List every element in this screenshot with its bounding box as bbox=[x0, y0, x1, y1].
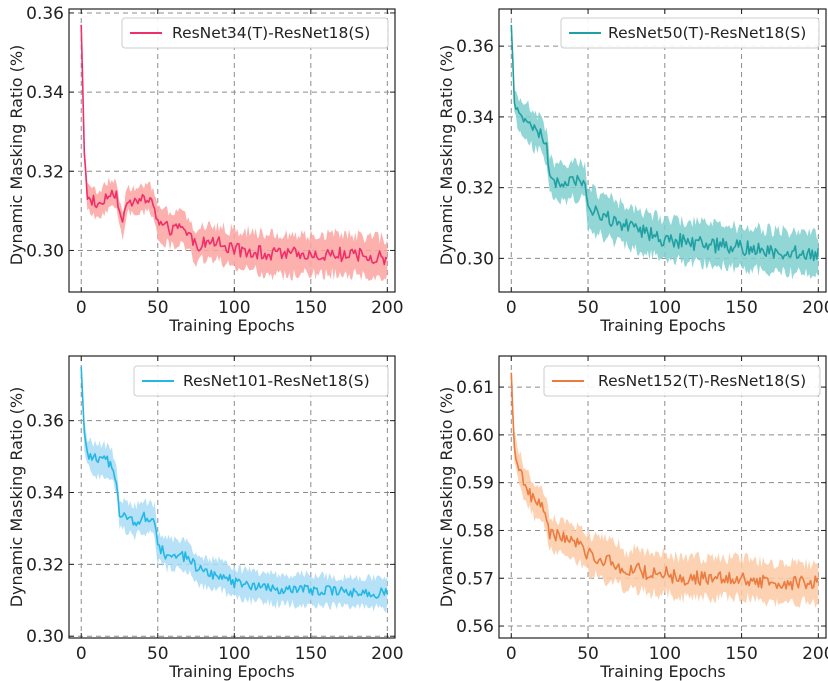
x-axis-label: Training Epochs bbox=[599, 662, 726, 681]
y-tick-label: 0.56 bbox=[456, 617, 494, 637]
x-tick-label: 50 bbox=[577, 298, 599, 318]
x-tick-label: 50 bbox=[147, 644, 169, 664]
series-line bbox=[80, 24, 388, 266]
x-tick-label: 0 bbox=[506, 298, 517, 318]
legend-box bbox=[121, 17, 389, 49]
x-tick-label: 150 bbox=[725, 298, 757, 318]
y-axis-label: Dynamic Masking Ratio (%) bbox=[7, 387, 26, 608]
y-axis-label: Dynamic Masking Ratio (%) bbox=[437, 387, 456, 608]
y-tick-label: 0.34 bbox=[456, 108, 494, 128]
y-axis-label: Dynamic Masking Ratio (%) bbox=[437, 45, 456, 266]
series-line bbox=[510, 24, 820, 262]
legend-label: ResNet101-ResNet18(S) bbox=[183, 372, 370, 390]
plot-area: 0 50 100 150 200 0.30 0.32 0.34 0.36 bbox=[26, 4, 403, 318]
subplot-top-right: 0 50 100 150 200 0.30 0.32 0.34 0.36 Dynamic Mas… bbox=[437, 8, 828, 335]
series-line bbox=[80, 366, 389, 599]
y-tick-label: 0.61 bbox=[456, 378, 494, 398]
y-tick-label: 0.30 bbox=[26, 241, 64, 261]
x-tick-label: 0 bbox=[506, 644, 517, 664]
y-tick-label: 0.34 bbox=[26, 484, 64, 504]
y-tick-label: 0.57 bbox=[456, 569, 494, 589]
plot-area: 0 50 100 150 200 0.30 0.32 0.34 0.36 bbox=[456, 8, 828, 318]
x-tick-label: 100 bbox=[218, 644, 250, 664]
x-axis-label: Training Epochs bbox=[168, 316, 295, 335]
series-range-band bbox=[81, 24, 388, 282]
series-range-band bbox=[511, 24, 819, 280]
legend-label: ResNet152(T)-ResNet18(S) bbox=[598, 372, 806, 390]
x-tick-label: 200 bbox=[371, 298, 403, 318]
subplot-top-left: 0 50 100 150 200 0.30 0.32 0.34 0.36 Dynamic Mas… bbox=[7, 4, 404, 335]
y-tick-label: 0.36 bbox=[26, 4, 64, 24]
subplot-bottom-left: 0 50 100 150 200 0.30 0.32 0.34 0.36 Dynamic Mas… bbox=[7, 355, 404, 681]
legend bbox=[121, 17, 389, 49]
x-tick-label: 150 bbox=[295, 644, 327, 664]
y-tick-label: 0.36 bbox=[456, 37, 494, 57]
subplot-bottom-right: 0 50 100 150 200 0.56 0.57 0.58 0.59 0.60 0.61 Dyn… bbox=[437, 355, 828, 681]
axes-frame bbox=[498, 355, 827, 639]
y-tick-label: 0.30 bbox=[26, 627, 64, 647]
y-axis-label: Dynamic Masking Ratio (%) bbox=[7, 45, 26, 266]
axes-frame bbox=[68, 355, 396, 639]
axes-frame bbox=[68, 8, 396, 293]
plot-area: 0 50 100 150 200 0.30 0.32 0.34 0.36 bbox=[26, 355, 404, 664]
x-axis-label: Training Epochs bbox=[599, 316, 726, 335]
series-range-band bbox=[511, 372, 819, 609]
x-tick-label: 150 bbox=[295, 298, 327, 318]
legend-box bbox=[560, 17, 820, 49]
x-tick-label: 100 bbox=[649, 644, 681, 664]
x-axis-label: Training Epochs bbox=[168, 662, 295, 681]
y-tick-label: 0.30 bbox=[456, 249, 494, 269]
legend bbox=[560, 17, 820, 49]
x-tick-label: 0 bbox=[76, 298, 87, 318]
x-tick-label: 100 bbox=[218, 298, 250, 318]
legend-label: ResNet34(T)-ResNet18(S) bbox=[172, 24, 370, 42]
x-tick-label: 50 bbox=[147, 298, 169, 318]
y-tick-label: 0.58 bbox=[456, 521, 494, 541]
series-line bbox=[510, 372, 820, 591]
y-tick-label: 0.32 bbox=[456, 179, 494, 199]
x-tick-label: 200 bbox=[371, 644, 403, 664]
x-tick-label: 200 bbox=[802, 644, 828, 664]
x-tick-label: 100 bbox=[649, 298, 681, 318]
y-tick-label: 0.60 bbox=[456, 426, 494, 446]
plot-area: 0 50 100 150 200 0.56 0.57 0.58 0.59 0.60 0.61 bbox=[456, 355, 828, 664]
series-range-band bbox=[81, 366, 388, 613]
axes-frame bbox=[498, 8, 827, 293]
x-tick-label: 200 bbox=[802, 298, 828, 318]
legend-label: ResNet50(T)-ResNet18(S) bbox=[608, 24, 806, 42]
legend bbox=[133, 365, 389, 397]
x-tick-label: 0 bbox=[76, 644, 87, 664]
x-tick-label: 150 bbox=[725, 644, 757, 664]
y-tick-label: 0.59 bbox=[456, 474, 494, 494]
y-tick-label: 0.32 bbox=[26, 555, 64, 575]
legend-box bbox=[543, 365, 821, 397]
y-tick-label: 0.32 bbox=[26, 162, 64, 182]
x-tick-label: 50 bbox=[577, 644, 599, 664]
legend-box bbox=[133, 365, 389, 397]
y-tick-label: 0.34 bbox=[26, 83, 64, 103]
legend bbox=[543, 365, 821, 397]
y-tick-label: 0.36 bbox=[26, 412, 64, 432]
